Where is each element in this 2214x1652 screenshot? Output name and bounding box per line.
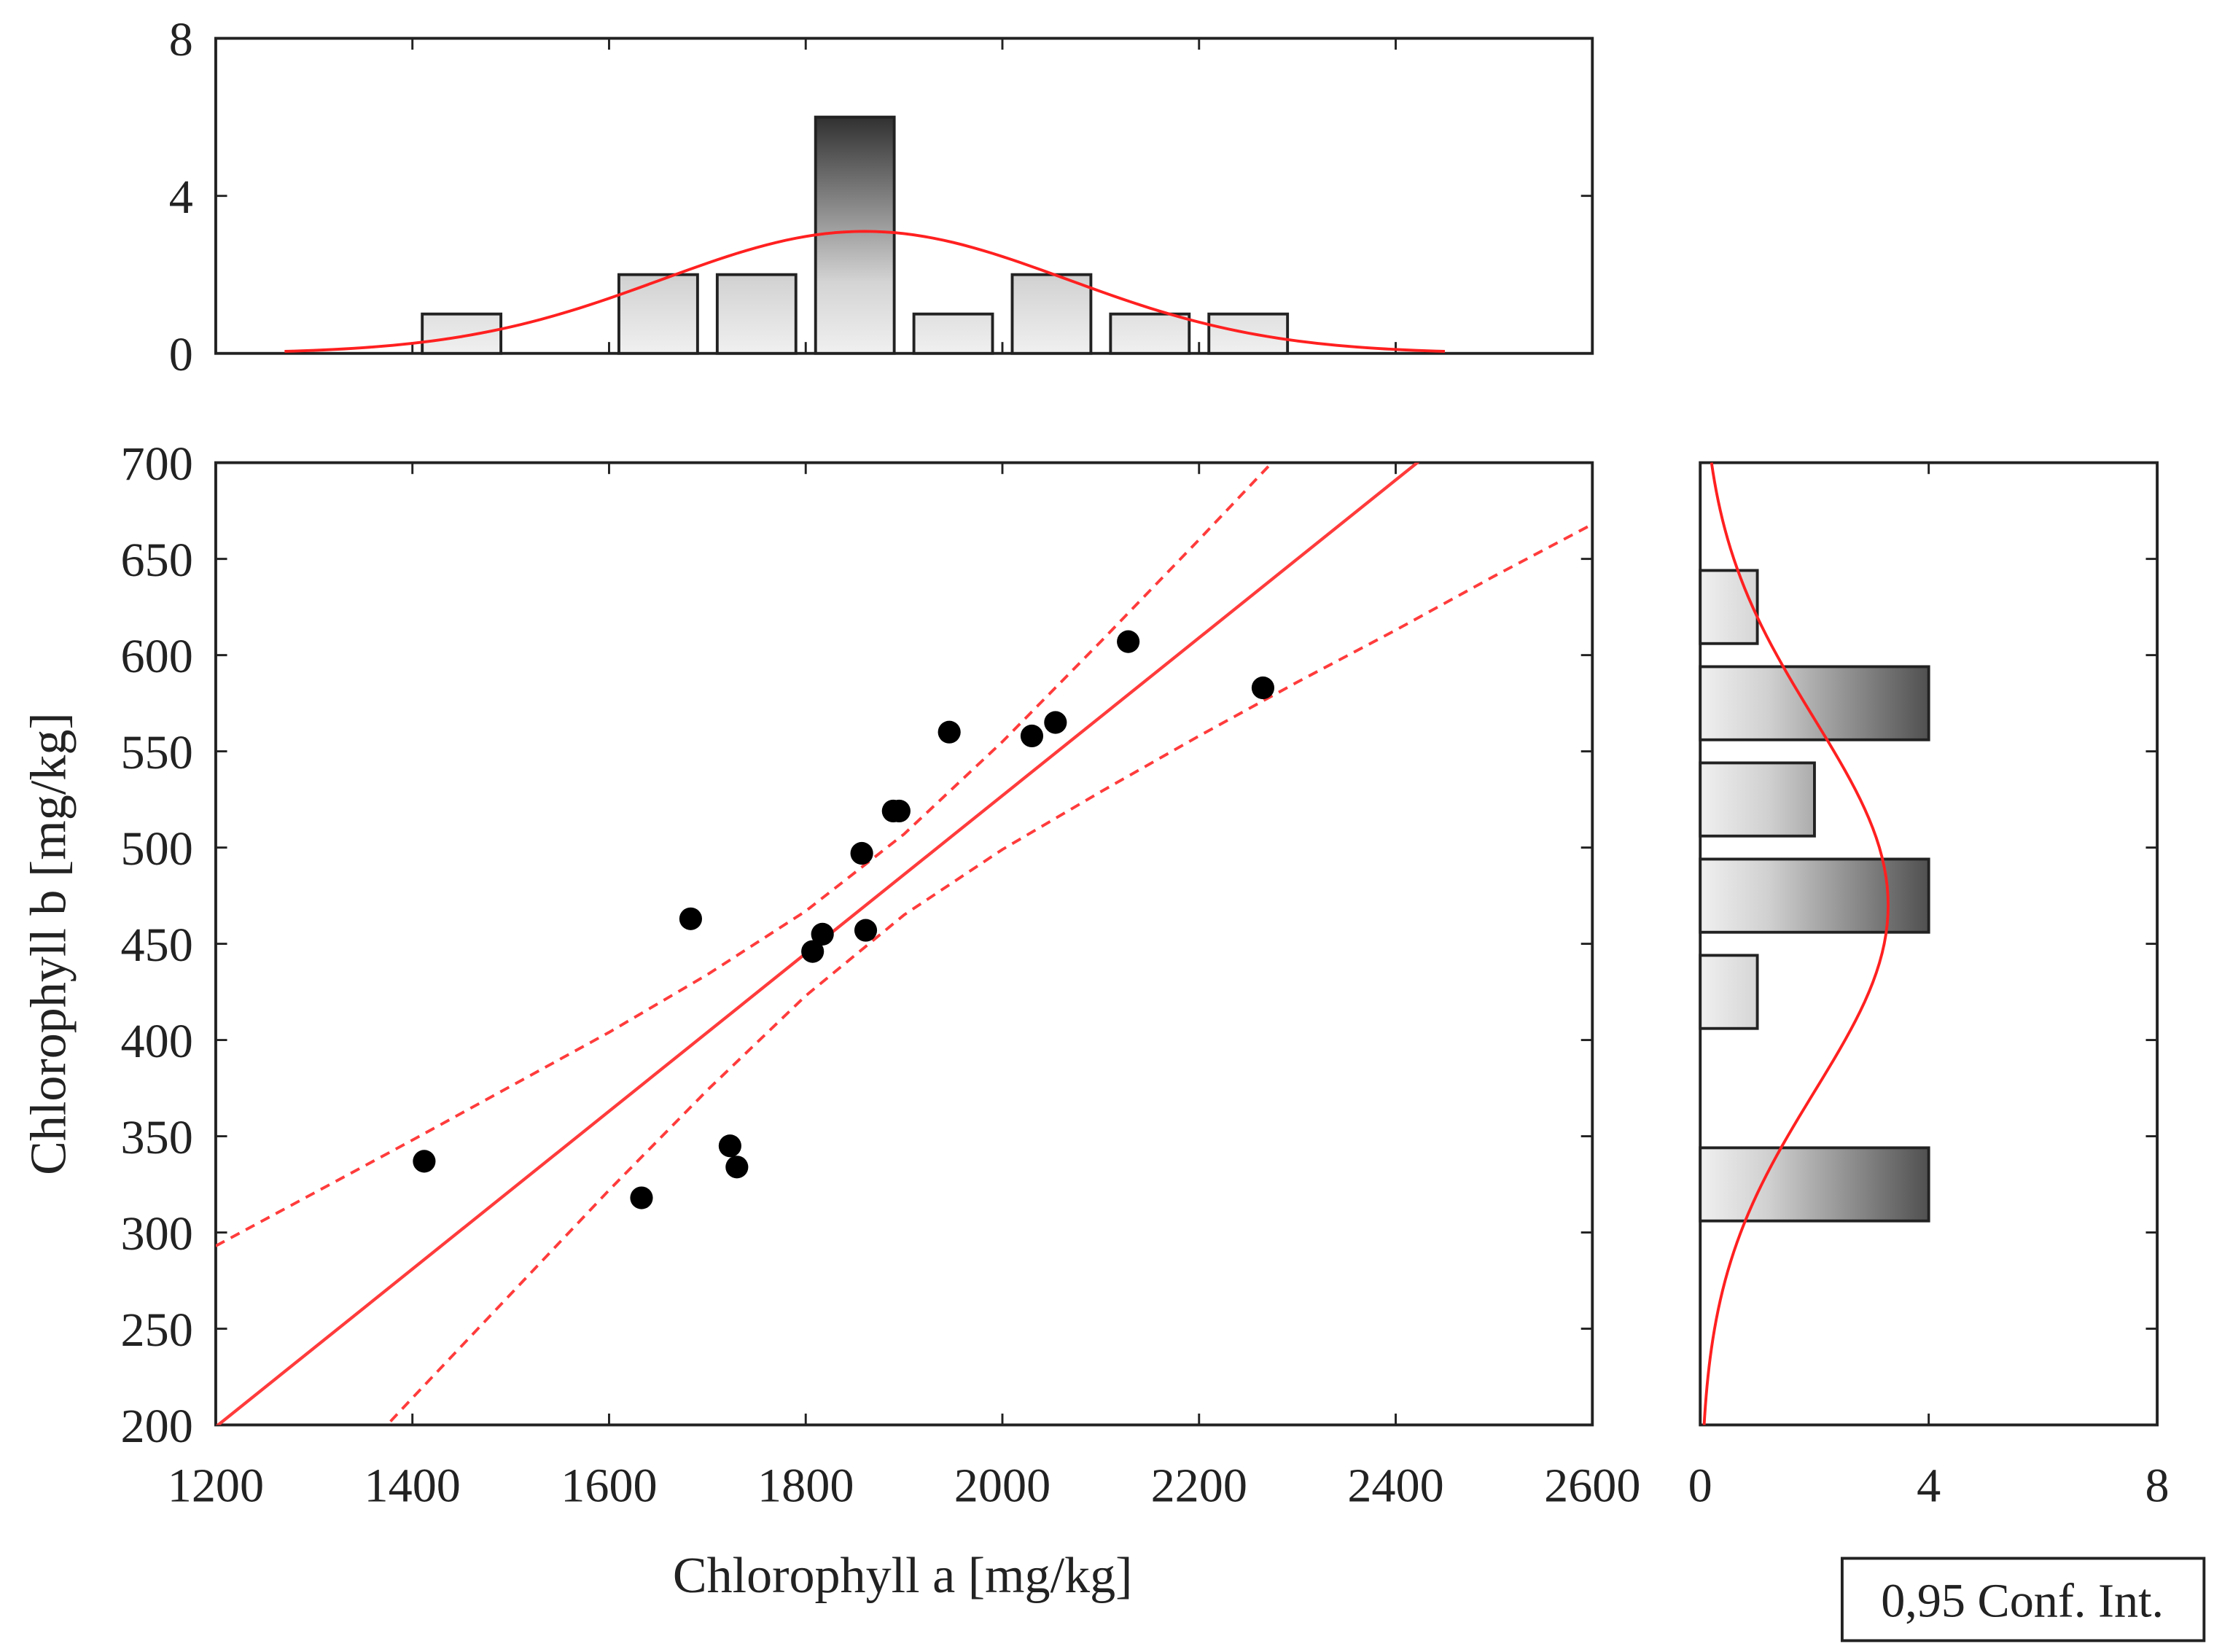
- top-histogram: 0 4 8: [169, 13, 1594, 381]
- confidence-band-upper: [215, 462, 1274, 1247]
- top-hist-y-tick-label: 4: [169, 171, 193, 224]
- y-tick-label: 700: [121, 437, 193, 491]
- y-tick-label: 350: [121, 1111, 193, 1164]
- y-tick-label: 400: [121, 1015, 193, 1068]
- y-tick-label: 450: [121, 919, 193, 972]
- top-hist-bar: [912, 312, 994, 355]
- right-hist-frame: [1699, 461, 2159, 1427]
- y-tick-label: 250: [121, 1304, 193, 1357]
- x-tick-label: 2000: [954, 1460, 1051, 1513]
- top-hist-frame: [214, 36, 1594, 355]
- x-tick-label: 1800: [757, 1460, 854, 1513]
- legend-label: 0,95 Conf. Int.: [1881, 1574, 2164, 1627]
- fit-lines: [215, 462, 1593, 1425]
- main-scatter-plot: 1200 1400 1600 1800 2000 2200 2400 2600 200 250 30…: [121, 437, 1641, 1513]
- data-point: [854, 919, 878, 942]
- right-hist-x-tick-label: 4: [1917, 1460, 1941, 1513]
- top-hist-normal-curve: [284, 230, 1446, 353]
- x-tick-label: 2400: [1347, 1460, 1443, 1513]
- data-point: [887, 799, 911, 823]
- right-hist-normal-curve: [1702, 462, 1890, 1425]
- data-point: [725, 1156, 749, 1179]
- y-tick-label: 550: [121, 726, 193, 779]
- top-hist-y-tick-label: 0: [169, 328, 193, 381]
- data-point: [413, 1150, 436, 1173]
- regression-line: [215, 462, 1420, 1425]
- data-point: [1020, 724, 1044, 748]
- y-tick-label: 200: [121, 1400, 193, 1453]
- right-hist-bar: [1699, 1146, 1930, 1223]
- right-hist-x-tick-label: 0: [1688, 1460, 1712, 1513]
- top-hist-bar: [715, 273, 798, 355]
- right-histogram: 0 4 8: [1688, 461, 2170, 1513]
- top-hist-bar: [1010, 273, 1093, 355]
- top-hist-bar: [814, 115, 896, 355]
- top-hist-y-tick-label: 8: [169, 13, 193, 66]
- legend-box: [1840, 1556, 2206, 1643]
- y-tick-label: 300: [121, 1207, 193, 1261]
- data-point: [630, 1186, 653, 1209]
- y-axis-title: Chlorophyll b [mg/kg]: [21, 712, 77, 1175]
- top-hist-bar: [617, 273, 699, 355]
- data-point: [1044, 711, 1067, 734]
- legend: 0,95 Conf. Int.: [1840, 1556, 2206, 1643]
- right-hist-bar: [1699, 569, 1759, 645]
- y-tick-label: 650: [121, 534, 193, 587]
- data-point: [850, 841, 873, 865]
- confidence-band-lower: [385, 523, 1593, 1425]
- right-hist-x-tick-label: 8: [2145, 1460, 2170, 1513]
- right-hist-bar: [1699, 665, 1930, 741]
- x-axis-title: Chlorophyll a [mg/kg]: [673, 1548, 1133, 1604]
- data-point: [811, 922, 834, 946]
- data-point: [801, 940, 825, 963]
- main-plot-frame: [214, 461, 1594, 1427]
- x-tick-label: 2200: [1151, 1460, 1247, 1513]
- data-point: [1117, 630, 1140, 653]
- right-hist-bar: [1699, 761, 1816, 838]
- right-hist-bar: [1699, 857, 1930, 934]
- top-hist-bar: [1109, 312, 1191, 355]
- right-hist-bar: [1699, 954, 1759, 1030]
- y-tick-label: 500: [121, 822, 193, 876]
- x-tick-label: 1600: [561, 1460, 657, 1513]
- top-hist-bar: [421, 312, 503, 355]
- x-tick-label: 1200: [168, 1460, 264, 1513]
- x-tick-label: 1400: [365, 1460, 461, 1513]
- y-tick-label: 600: [121, 630, 193, 683]
- data-point: [1251, 676, 1275, 700]
- data-point: [679, 907, 702, 930]
- data-point: [938, 720, 961, 744]
- data-point: [718, 1134, 741, 1158]
- x-tick-label: 2600: [1544, 1460, 1640, 1513]
